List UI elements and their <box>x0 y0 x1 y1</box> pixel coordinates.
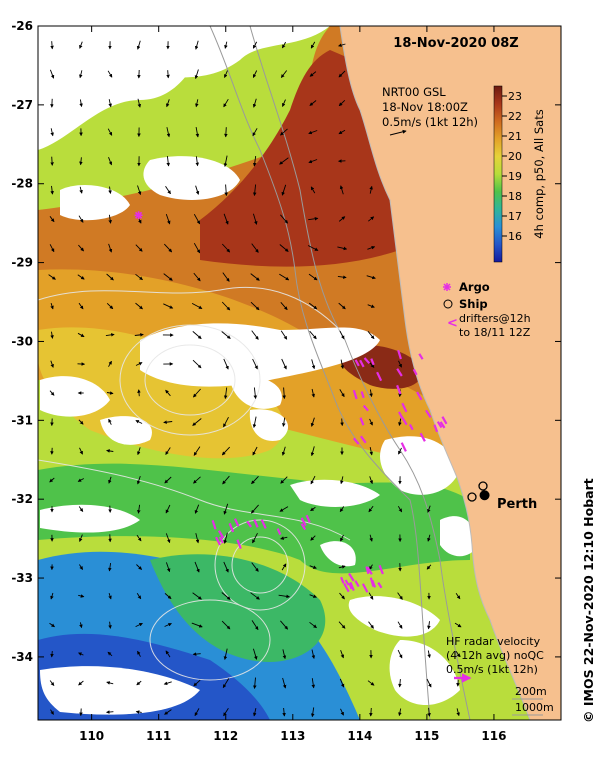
map-title: 18-Nov-2020 08Z <box>393 36 518 51</box>
current-vector <box>107 712 114 713</box>
colorbar-ramp <box>494 86 502 262</box>
depth-1000m: 1000m <box>515 701 554 714</box>
city-label: Perth <box>497 497 537 512</box>
current-vector <box>52 41 53 49</box>
hf-line2: (4-12h avg) noQC <box>446 649 544 662</box>
colorbar: 23 22 21 20 19 18 17 16 4h comp, p50, All Sats <box>494 86 546 262</box>
lat-label: -33 <box>11 571 33 585</box>
gsl-line3: 0.5m/s (1kt 12h) <box>382 115 478 129</box>
gsl-line2: 18-Nov 18:00Z <box>382 100 468 114</box>
lat-label: -32 <box>11 492 33 506</box>
current-vector <box>193 654 200 655</box>
legend-argo: Argo <box>459 280 490 294</box>
lon-label: 115 <box>414 729 439 743</box>
legend-drifters-2: to 18/11 12Z <box>459 326 531 339</box>
lat-label: -34 <box>11 650 33 664</box>
gsl-line1: NRT00 GSL <box>382 85 446 99</box>
drifter-icon: < <box>447 316 458 331</box>
lon-label: 110 <box>79 729 104 743</box>
colorbar-tick-label: 18 <box>508 190 522 203</box>
legend-ship: Ship <box>459 297 488 311</box>
hf-line1: HF radar velocity <box>446 635 541 648</box>
lat-label: -29 <box>11 256 33 270</box>
current-vector <box>168 70 169 78</box>
colorbar-tick-label: 20 <box>508 150 522 163</box>
lon-label: 116 <box>481 729 506 743</box>
credit-text: © IMOS 22-Nov-2020 12:10 Hobart <box>581 478 596 723</box>
lon-label: 111 <box>146 729 171 743</box>
colorbar-tick-label: 22 <box>508 110 522 123</box>
current-vector <box>139 390 140 396</box>
plot-area <box>38 26 561 720</box>
perth-dot <box>480 490 490 500</box>
colorbar-tick-label: 19 <box>508 170 522 183</box>
hf-legend: HF radar velocity (4-12h avg) noQC 0.5m/… <box>446 635 544 678</box>
lon-label: 114 <box>347 729 372 743</box>
argo-icon <box>443 283 451 291</box>
lat-label: -28 <box>11 177 33 191</box>
current-vector <box>342 419 343 426</box>
hf-line3: 0.5m/s (1kt 12h) <box>446 663 538 676</box>
colorbar-tick-label: 16 <box>508 230 522 243</box>
colorbar-tick-label: 23 <box>508 90 522 103</box>
legend-drifters-1: drifters@12h <box>459 312 531 325</box>
lon-label: 113 <box>280 729 305 743</box>
lon-label: 112 <box>213 729 238 743</box>
perth-marker <box>480 490 490 500</box>
lat-label: -30 <box>11 334 33 348</box>
depth-200m: 200m <box>515 685 547 698</box>
lat-label: -31 <box>11 413 33 427</box>
current-vector <box>52 157 53 166</box>
current-vector <box>226 127 227 137</box>
argo-float-marker <box>135 211 143 219</box>
current-vector <box>371 708 372 716</box>
colorbar-tick-label: 17 <box>508 210 522 223</box>
lat-label: -26 <box>11 19 33 33</box>
colorbar-label: 4h comp, p50, All Sats <box>532 109 546 238</box>
lat-label: -27 <box>11 98 33 112</box>
current-vector <box>52 651 53 657</box>
colorbar-tick-label: 21 <box>508 130 522 143</box>
